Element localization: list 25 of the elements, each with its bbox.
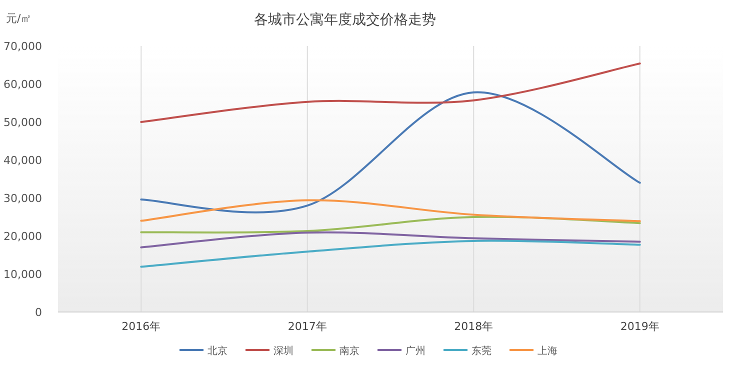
chart-title: 各城市公寓年度成交价格走势 <box>254 12 436 28</box>
y-tick-label: 0 <box>35 306 42 319</box>
x-tick-label: 2017年 <box>288 320 327 333</box>
line-series <box>140 199 641 222</box>
y-tick-label: 60,000 <box>4 78 42 91</box>
y-axis-title: 元/㎡ <box>6 12 32 25</box>
legend-label: 深圳 <box>274 345 294 357</box>
legend-label: 上海 <box>538 345 558 357</box>
x-tick-label: 2018年 <box>454 320 494 333</box>
y-tick-label: 50,000 <box>4 116 42 129</box>
y-tick-label: 20,000 <box>4 230 42 243</box>
line-series <box>140 62 641 123</box>
y-tick-label: 40,000 <box>4 154 42 167</box>
x-tick-label: 2016年 <box>122 320 161 333</box>
legend-label: 北京 <box>208 345 228 357</box>
y-tick-label: 30,000 <box>4 192 42 205</box>
x-tick-label: 2019年 <box>620 320 660 333</box>
legend-label: 南京 <box>340 345 360 357</box>
legend-label: 东莞 <box>472 345 492 357</box>
legend-label: 广州 <box>406 345 426 357</box>
line-series <box>140 216 641 234</box>
y-tick-label: 10,000 <box>4 268 42 281</box>
line-series <box>140 231 641 248</box>
y-tick-label: 70,000 <box>4 40 42 53</box>
line-series <box>140 240 641 268</box>
